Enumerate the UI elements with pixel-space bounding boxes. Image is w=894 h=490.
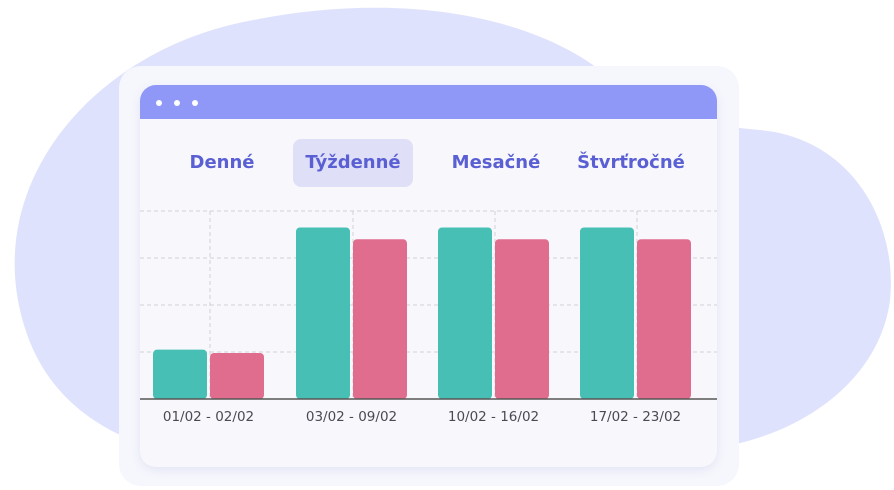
bar-series-1 xyxy=(296,227,350,399)
x-tick-label: 10/02 - 16/02 xyxy=(448,409,539,425)
x-tick-label: 17/02 - 23/02 xyxy=(590,409,681,425)
tab-quarterly[interactable]: Štvrťročné xyxy=(577,152,685,173)
tab-monthly[interactable]: Mesačné xyxy=(451,152,541,173)
window-titlebar xyxy=(140,85,717,119)
bar-chart: 01/02 - 02/02 03/02 - 09/02 10/02 - 16/02 1… xyxy=(140,210,717,425)
window-dot-icon xyxy=(192,100,198,106)
tab-weekly[interactable]: Týždenné xyxy=(293,139,413,187)
app-window: Denné Týždenné Mesačné Štvrťročné 01/02 … xyxy=(140,85,717,467)
window-dot-icon xyxy=(156,100,162,106)
bar-series-1 xyxy=(580,227,634,399)
tab-daily[interactable]: Denné xyxy=(189,152,255,173)
x-tick-label: 03/02 - 09/02 xyxy=(306,409,397,425)
window-dot-icon xyxy=(174,100,180,106)
bar-series-1 xyxy=(153,349,207,399)
bar-series-2 xyxy=(637,239,691,399)
bar-series-1 xyxy=(438,227,492,399)
bar-series-2 xyxy=(210,352,264,399)
period-tabs: Denné Týždenné Mesačné Štvrťročné xyxy=(140,139,717,187)
x-tick-label: 01/02 - 02/02 xyxy=(163,409,254,425)
bar-series-2 xyxy=(495,239,549,399)
bar-series-2 xyxy=(353,239,407,399)
